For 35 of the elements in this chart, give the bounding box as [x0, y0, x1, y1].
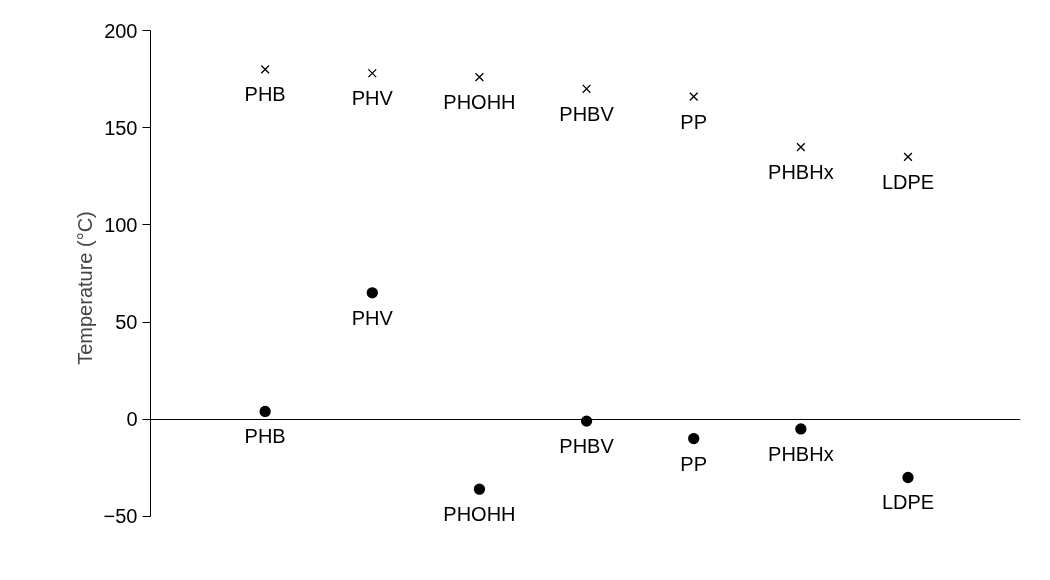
data-label: PP [680, 452, 708, 475]
y-axis-title: Temperature (°C) [73, 211, 96, 365]
data-label: PHB [244, 83, 286, 106]
data-label: PHBHx [768, 442, 834, 465]
point [367, 68, 377, 78]
point [903, 152, 913, 162]
point [473, 483, 486, 495]
point [474, 72, 484, 82]
data-label: PHBHx [768, 161, 834, 184]
data-label: LDPE [881, 170, 935, 193]
data-label: PHV [351, 306, 394, 329]
data-label: LDPE [881, 491, 935, 514]
point [795, 423, 807, 435]
point [689, 92, 699, 102]
y-tick-label: 100 [104, 213, 138, 236]
point [796, 142, 806, 152]
y-tick-label: −50 [103, 505, 138, 528]
data-label: PHV [351, 87, 394, 110]
y-tick-label: 0 [126, 408, 138, 431]
data-label: PP [680, 110, 708, 133]
point [366, 287, 378, 299]
point [582, 84, 592, 94]
y-tick-label: 150 [104, 116, 138, 139]
data-label: PHOHH [443, 91, 516, 114]
point [902, 471, 914, 484]
data-label: PHB [244, 425, 286, 448]
y-tick-label: 200 [104, 19, 138, 42]
data-label: PHBV [559, 435, 615, 458]
point [259, 405, 271, 418]
y-tick-label: 50 [115, 311, 138, 334]
point [688, 432, 700, 445]
data-label: PHBV [559, 102, 615, 125]
data-label: PHOHH [443, 503, 516, 526]
point [260, 64, 270, 74]
point [580, 415, 593, 427]
